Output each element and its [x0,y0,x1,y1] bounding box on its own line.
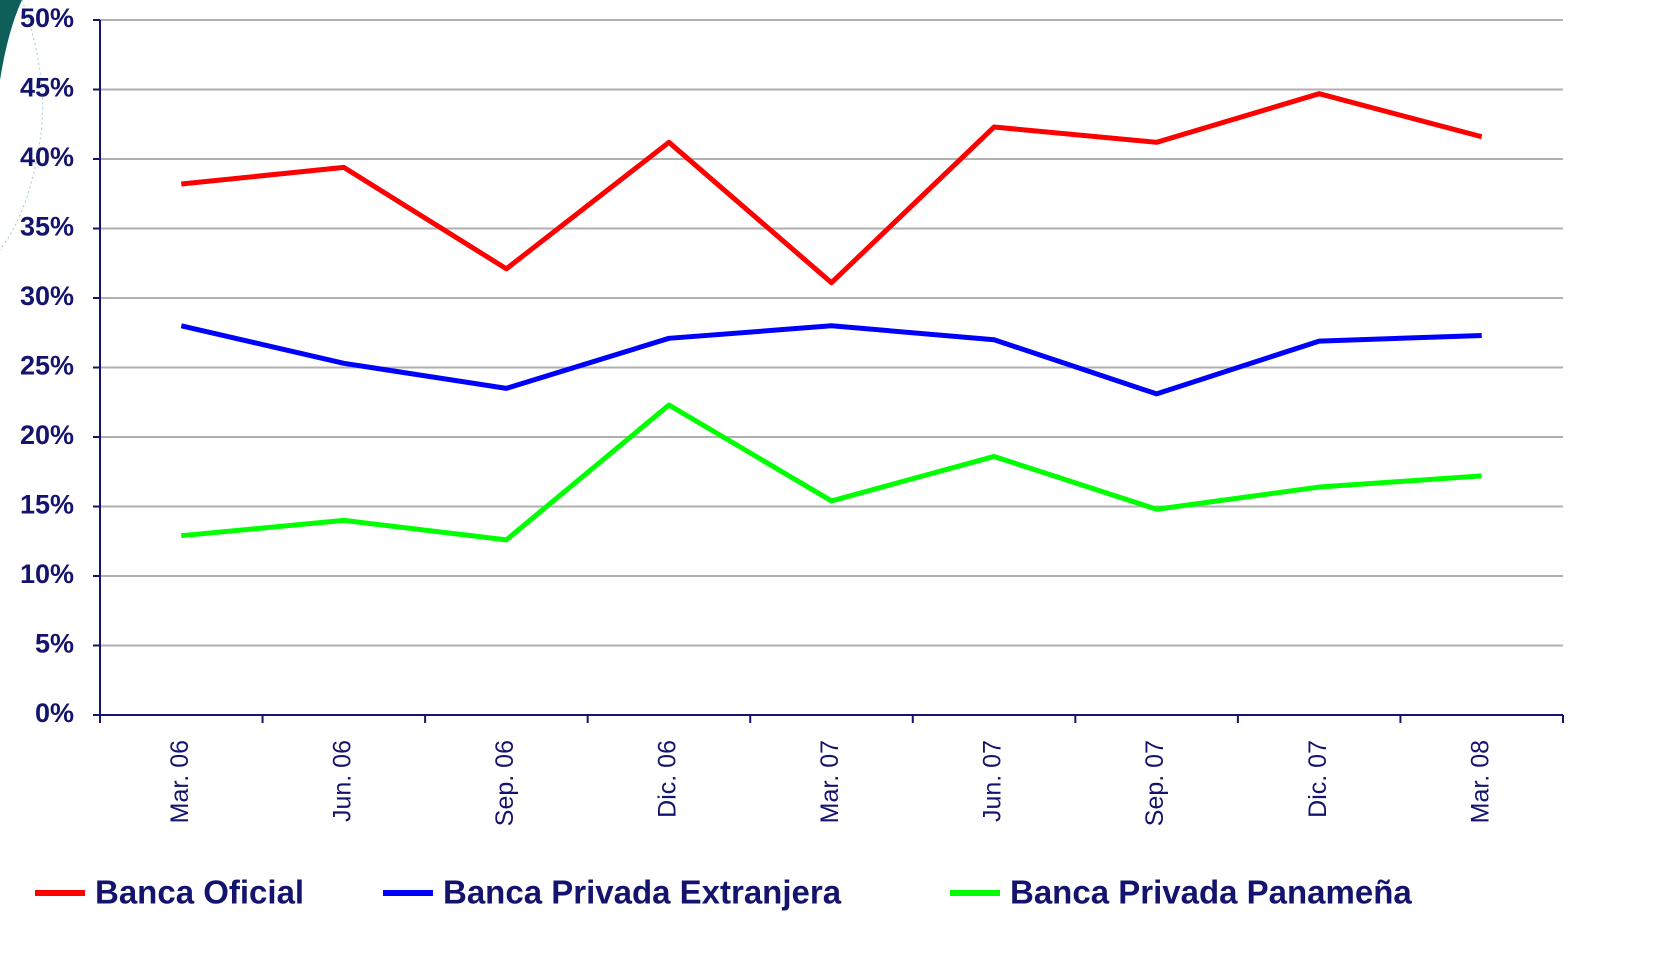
legend-label: Banca Privada Extranjera [443,874,842,911]
x-tick-label: Mar. 08 [1466,740,1494,823]
y-tick-label: 35% [20,212,74,242]
x-tick-label: Mar. 06 [166,740,194,823]
line-series [181,402,1482,543]
x-tick-label: Mar. 07 [816,740,844,823]
y-tick-label: 15% [20,490,74,520]
y-tick-label: 50% [20,3,74,33]
y-tick-label: 20% [20,420,74,450]
line-series [180,323,1482,397]
x-tick-label: Dic. 07 [1304,740,1332,818]
decoration [0,0,22,80]
x-tick-label: Sep. 06 [491,740,519,826]
decoration [0,0,44,251]
y-tick-label: 40% [20,142,74,172]
legend-label: Banca Privada Panameña [1010,874,1412,911]
x-tick-label: Jun. 06 [328,740,356,822]
y-tick-label: 0% [35,698,74,728]
y-tick-label: 10% [20,559,74,589]
legend-label: Banca Oficial [95,874,304,911]
y-tick-label: 30% [20,281,74,311]
x-tick-label: Sep. 07 [1141,740,1169,826]
y-tick-label: 45% [20,73,74,103]
line-series [181,91,1483,286]
y-tick-label: 25% [20,351,74,381]
x-tick-label: Dic. 06 [654,740,682,818]
y-tick-label: 5% [35,629,74,659]
x-tick-label: Jun. 07 [979,740,1007,822]
